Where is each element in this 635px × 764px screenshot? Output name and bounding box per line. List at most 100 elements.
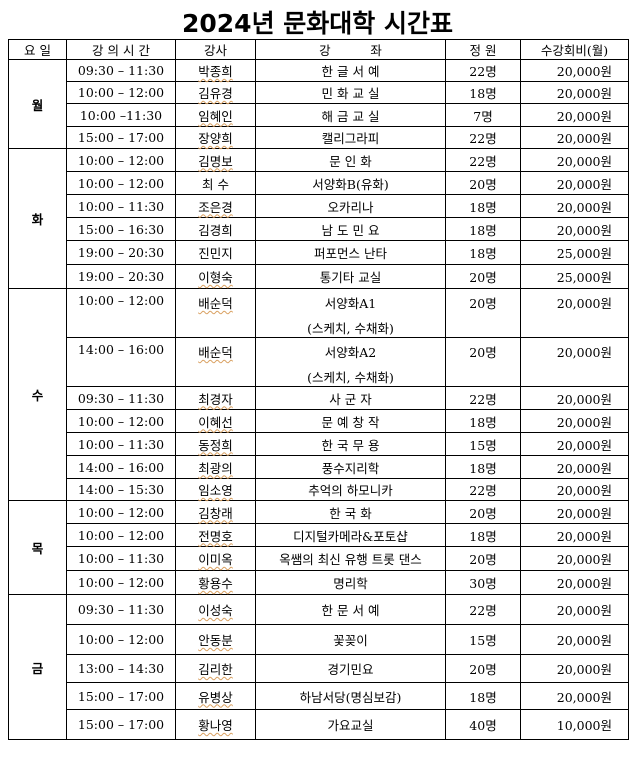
time-cell-text: 10:00 – 12:00 bbox=[77, 527, 165, 543]
capacity-cell-text: 18명 bbox=[469, 246, 497, 261]
teacher-cell: 김창래 bbox=[175, 500, 256, 524]
course-cell-text: 문 예 창 작 bbox=[321, 414, 380, 430]
capacity-cell-text: 22명 bbox=[469, 64, 497, 79]
course-cell-text: 추억의 하모니카 bbox=[308, 483, 393, 498]
teacher-cell: 황용수 bbox=[175, 570, 256, 595]
time-cell: 19:00 – 20:30 bbox=[66, 264, 176, 289]
capacity-cell-text: 15명 bbox=[469, 437, 497, 453]
capacity-cell: 30명 bbox=[445, 570, 521, 595]
capacity-cell: 18명 bbox=[445, 240, 521, 265]
course-cell: 풍수지리학 bbox=[255, 455, 446, 479]
time-cell-text: 09:30 – 11:30 bbox=[77, 602, 165, 617]
capacity-cell-text: 18명 bbox=[469, 86, 497, 101]
capacity-cell: 18명 bbox=[445, 409, 521, 433]
fee-cell: 20,000원 bbox=[520, 288, 629, 338]
teacher-cell: 최광의 bbox=[175, 455, 256, 479]
teacher-cell: 이형숙 bbox=[175, 264, 256, 289]
teacher-cell: 조은경 bbox=[175, 194, 256, 218]
course-cell-text: 디지털카메라&포토샵 bbox=[293, 528, 408, 544]
course-cell-text: 해 금 교 실 bbox=[321, 108, 380, 124]
time-cell: 14:00 – 16:00 bbox=[66, 337, 176, 387]
time-cell: 10:00 – 12:00 bbox=[66, 171, 176, 195]
capacity-cell-text: 20명 bbox=[469, 552, 497, 567]
teacher-cell-text: 장양희 bbox=[198, 131, 233, 146]
teacher-cell-text: 김창래 bbox=[198, 505, 233, 521]
capacity-cell-text: 18명 bbox=[469, 414, 497, 430]
course-cell-text: 서양화B(유화) bbox=[312, 176, 389, 192]
table-row: 10:00 – 11:30 조은경 오카리나 18명 20,000원 bbox=[9, 194, 629, 218]
time-cell-text: 10:00 – 12:00 bbox=[77, 85, 165, 100]
table-row: 15:00 – 16:30 김경희 남 도 민 요 18명 20,000원 bbox=[9, 217, 629, 241]
fee-cell: 20,000원 bbox=[520, 103, 629, 127]
table-row: 금 09:30 – 11:30 이성숙 한 문 서 예 22명 20,000원 bbox=[8, 594, 629, 740]
time-cell: 10:00 – 12:00 bbox=[66, 288, 176, 338]
header-time: 강 의 시 간 bbox=[66, 39, 176, 60]
fee-cell: 20,000원 bbox=[520, 455, 629, 479]
header-course: 강 좌 bbox=[255, 39, 446, 60]
time-cell-text: 14:00 – 16:00 bbox=[77, 459, 165, 475]
table-row: 14:00 – 16:00 배순덕 서양화A2 (스케치, 수채화) 20명 20,000… bbox=[9, 337, 629, 387]
table-row: 10:00 – 12:00 안동분 꽃꽂이 15명 20,000원 bbox=[9, 624, 629, 655]
capacity-cell: 22명 bbox=[445, 594, 521, 625]
time-cell: 09:30 – 11:30 bbox=[66, 386, 176, 410]
fee-cell: 25,000원 bbox=[520, 264, 629, 289]
capacity-cell-text: 18명 bbox=[469, 199, 497, 215]
capacity-cell: 20명 bbox=[445, 288, 521, 338]
header-row: 요 일 강 의 시 간 강사 강 좌 정 원 수강회비(월) bbox=[8, 39, 629, 60]
teacher-cell: 김명보 bbox=[175, 148, 256, 172]
course-cell-text: 오카리나 bbox=[327, 199, 374, 215]
teacher-cell-text: 김명보 bbox=[198, 153, 233, 169]
teacher-cell: 임소영 bbox=[175, 478, 256, 501]
teacher-cell-text: 유병상 bbox=[198, 689, 233, 705]
course-cell: 한 국 무 용 bbox=[255, 432, 446, 456]
day-cell: 금 bbox=[8, 594, 67, 740]
capacity-cell-text: 22명 bbox=[469, 391, 497, 407]
capacity-cell-text: 30명 bbox=[469, 576, 497, 591]
capacity-cell-text: 22명 bbox=[469, 483, 497, 498]
capacity-cell: 18명 bbox=[445, 81, 521, 104]
course-cell-text: 한 국 화 bbox=[329, 505, 372, 521]
time-cell-text: 13:00 – 14:30 bbox=[77, 661, 165, 676]
fee-cell: 20,000원 bbox=[520, 594, 629, 625]
teacher-cell: 장양희 bbox=[175, 126, 256, 149]
teacher-cell: 배순덕 bbox=[175, 337, 256, 387]
fee-cell-text: 20,000원 bbox=[556, 345, 612, 360]
course-cell: 한 문 서 예 bbox=[255, 594, 446, 625]
capacity-cell: 22명 bbox=[445, 148, 521, 172]
capacity-cell-text: 20명 bbox=[469, 345, 497, 360]
capacity-cell: 18명 bbox=[445, 682, 521, 710]
capacity-cell-text: 18명 bbox=[469, 460, 497, 476]
capacity-cell: 22명 bbox=[445, 386, 521, 410]
header-capacity: 정 원 bbox=[445, 39, 521, 60]
day-cell: 월 bbox=[8, 59, 67, 149]
fee-cell-text: 20,000원 bbox=[556, 414, 612, 430]
course-cell-text: 퍼포먼스 난타 bbox=[314, 246, 387, 261]
course-cell-text: 캘리그라피 bbox=[321, 131, 380, 146]
fee-cell-text: 20,000원 bbox=[556, 483, 612, 498]
fee-cell-text: 10,000원 bbox=[556, 718, 612, 733]
capacity-cell: 20명 bbox=[445, 337, 521, 387]
teacher-cell-text: 배순덕 bbox=[198, 296, 233, 311]
course-cell: 캘리그라피 bbox=[255, 126, 446, 149]
course-cell: 명리학 bbox=[255, 570, 446, 595]
header-day: 요 일 bbox=[8, 39, 67, 60]
time-cell: 09:30 – 11:30 bbox=[66, 594, 176, 625]
course-subtitle: (스케치, 수채화) bbox=[307, 321, 394, 336]
time-cell-text: 15:00 – 17:00 bbox=[77, 688, 165, 704]
teacher-cell-text: 이미옥 bbox=[198, 552, 233, 567]
table-row: 10:00 –11:30 임혜인 해 금 교 실 7명 20,000원 bbox=[9, 103, 629, 127]
teacher-cell-text: 전명호 bbox=[198, 528, 233, 544]
fee-cell-text: 20,000원 bbox=[556, 153, 612, 169]
course-cell: 옥쌤의 최신 유행 트롯 댄스 bbox=[255, 546, 446, 571]
course-cell: 문 예 창 작 bbox=[255, 409, 446, 433]
time-cell: 15:00 – 17:00 bbox=[66, 682, 176, 710]
fee-cell-text: 25,000원 bbox=[556, 246, 612, 261]
teacher-cell-text: 최 수 bbox=[202, 176, 229, 192]
table-row: 10:00 – 12:00 황용수 명리학 30명 20,000원 bbox=[9, 570, 629, 595]
course-cell: 추억의 하모니카 bbox=[255, 478, 446, 501]
time-cell: 10:00 – 12:00 bbox=[66, 148, 176, 172]
capacity-cell: 22명 bbox=[445, 126, 521, 149]
table-row: 15:00 – 17:00 장양희 캘리그라피 22명 20,000원 bbox=[9, 126, 629, 149]
fee-cell: 20,000원 bbox=[520, 654, 629, 683]
capacity-cell-text: 7명 bbox=[473, 108, 493, 124]
